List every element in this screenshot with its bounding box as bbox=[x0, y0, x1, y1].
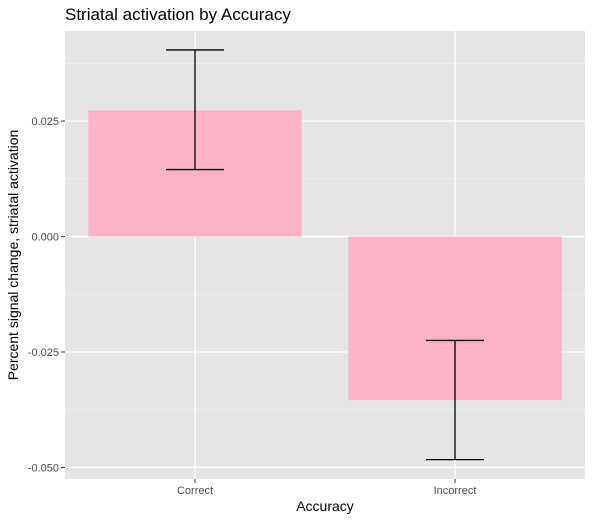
error-bars bbox=[166, 49, 484, 461]
y-tick-label: -0.050 bbox=[28, 462, 59, 474]
error-bar-correct bbox=[166, 49, 224, 171]
y-tick-label: 0.000 bbox=[31, 232, 59, 244]
bars bbox=[88, 110, 562, 401]
y-tick-label: 0.025 bbox=[31, 116, 59, 128]
x-axis-ticks: Correct Incorrect bbox=[177, 479, 476, 497]
error-bar-incorrect bbox=[426, 339, 484, 461]
y-axis-title: Percent signal change, striatal activati… bbox=[5, 130, 21, 381]
x-axis-title: Accuracy bbox=[296, 498, 354, 514]
y-axis-ticks: -0.050 -0.025 0.000 0.025 bbox=[28, 116, 65, 474]
chart-title: Striatal activation by Accuracy bbox=[65, 5, 291, 24]
y-tick-label: -0.025 bbox=[28, 347, 59, 359]
x-tick-label: Incorrect bbox=[434, 485, 477, 497]
x-tick-label: Correct bbox=[177, 485, 213, 497]
